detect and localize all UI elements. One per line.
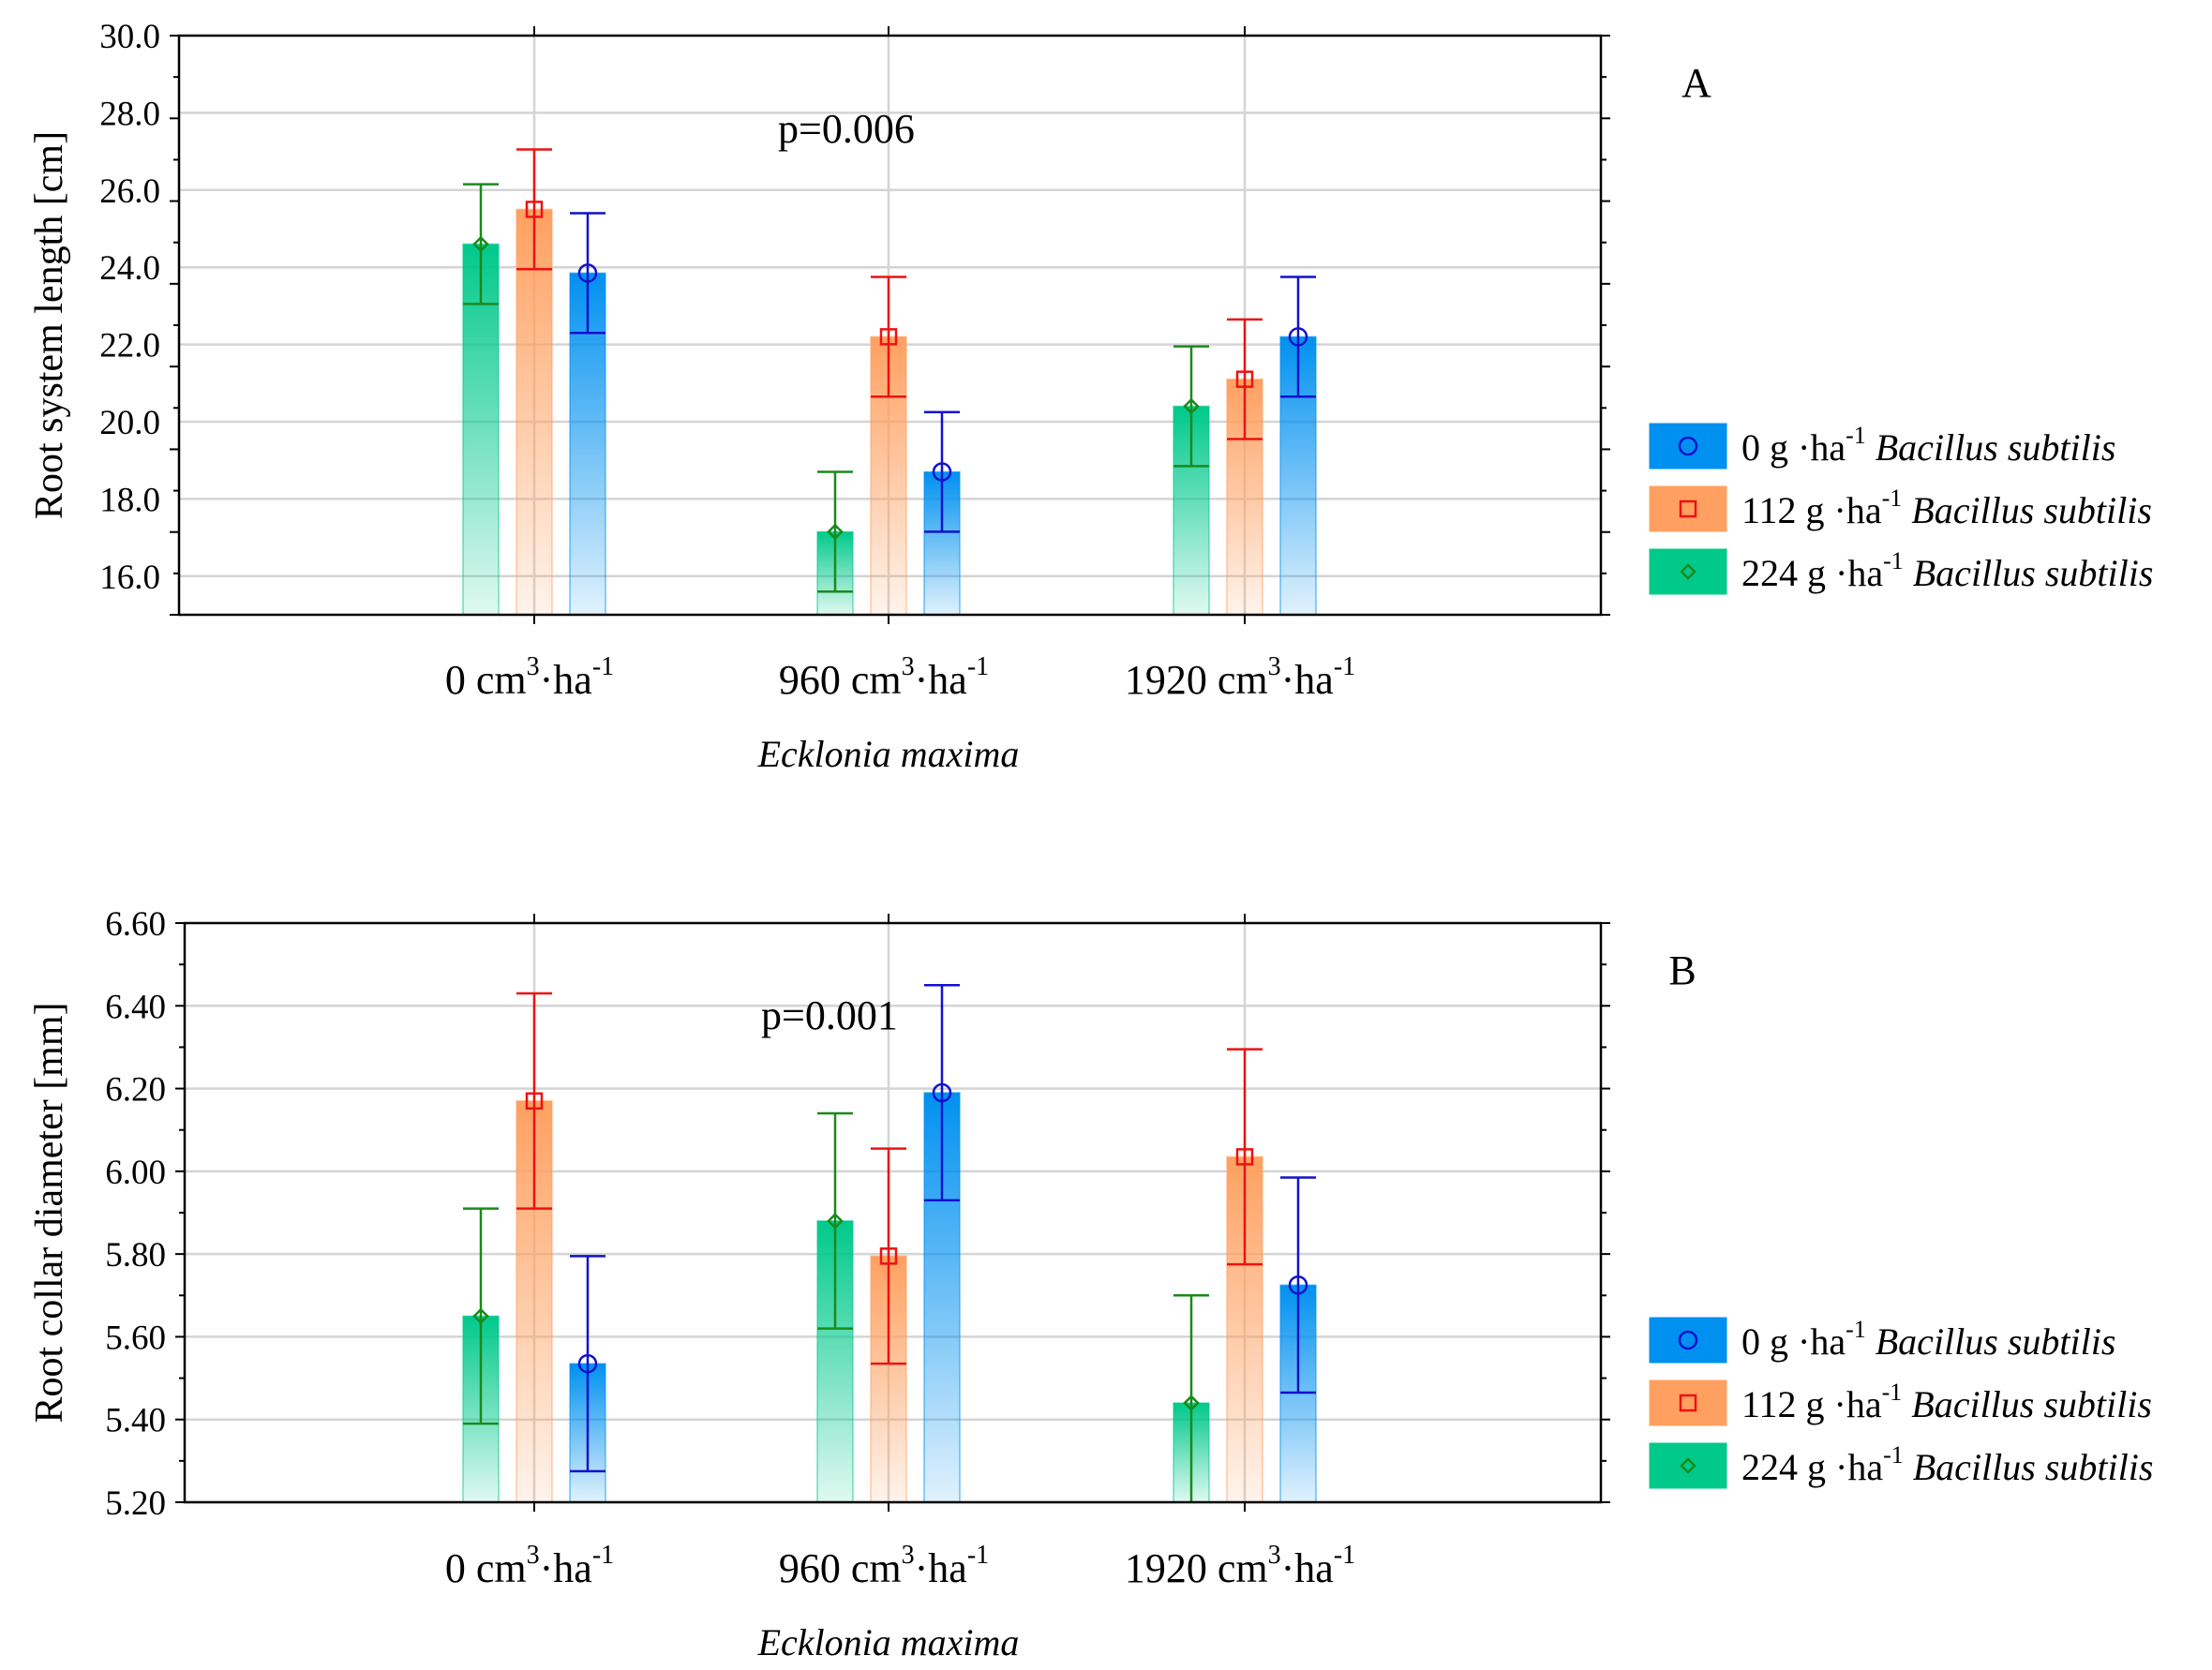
x-category-label: 0 cm3·ha-1 bbox=[445, 1541, 614, 1591]
legend-label: 0 g ·ha-1 Bacillus subtilis bbox=[1741, 1316, 2115, 1363]
marker-diamond-0 bbox=[472, 1307, 489, 1325]
legend-swatch bbox=[1649, 485, 1727, 532]
marker-square-0 bbox=[525, 1092, 544, 1111]
legend-entry-circle: 0 g ·ha-1 Bacillus subtilis bbox=[1649, 1316, 2115, 1364]
legend-label: 112 g ·ha-1 Bacillus subtilis bbox=[1741, 1379, 2152, 1425]
p-value-annotation: p=0.006 bbox=[778, 106, 915, 152]
y-tick-label: 5.80 bbox=[105, 1236, 166, 1275]
legend-marker-diamond bbox=[1680, 1457, 1696, 1474]
legend-marker-diamond bbox=[1680, 563, 1696, 580]
marker-circle-2 bbox=[1288, 1275, 1308, 1295]
legend-entry-circle: 0 g ·ha-1 Bacillus subtilis bbox=[1649, 422, 2115, 470]
marker-circle-1 bbox=[932, 462, 952, 482]
marker-diamond-1 bbox=[827, 1213, 844, 1230]
panel-label: A bbox=[1681, 60, 1711, 106]
y-tick-label: 6.40 bbox=[105, 988, 166, 1026]
y-tick-label: 6.00 bbox=[105, 1154, 166, 1192]
marker-diamond-2 bbox=[1183, 1394, 1200, 1411]
x-axis-label: Ecklonia maxima bbox=[757, 1621, 1020, 1663]
marker-square-2 bbox=[1235, 370, 1254, 388]
marker-diamond-1 bbox=[827, 523, 844, 541]
y-tick-label: 5.40 bbox=[105, 1402, 166, 1440]
y-tick-label: 5.60 bbox=[105, 1319, 166, 1357]
marker-circle-0 bbox=[577, 263, 598, 283]
marker-square-2 bbox=[1235, 1148, 1254, 1166]
legend-entry-square: 112 g ·ha-1 Bacillus subtilis bbox=[1649, 1379, 2152, 1426]
x-category-label: 1920 cm3·ha-1 bbox=[1125, 1541, 1355, 1591]
chart-panel-a: 30.0 28.0 26.0 24.0 22.0 20.0 18.0 16.0 Root sys… bbox=[28, 18, 2153, 775]
y-tick-label: 16.0 bbox=[99, 559, 160, 597]
legend-label: 112 g ·ha-1 Bacillus subtilis bbox=[1741, 485, 2152, 531]
legend-entry-diamond: 224 g ·ha-1 Bacillus subtilis bbox=[1649, 547, 2153, 595]
marker-diamond-0 bbox=[472, 235, 489, 253]
legend-marker-circle bbox=[1678, 436, 1698, 456]
legend-marker-circle bbox=[1678, 1330, 1698, 1350]
legend-label: 224 g ·ha-1 Bacillus subtilis bbox=[1741, 1441, 2153, 1488]
legend-label: 0 g ·ha-1 Bacillus subtilis bbox=[1741, 422, 2115, 469]
y-tick-label: 28.0 bbox=[99, 95, 160, 133]
y-tick-label: 5.20 bbox=[105, 1484, 166, 1523]
marker-square-1 bbox=[879, 328, 898, 346]
x-category-label: 960 cm3·ha-1 bbox=[779, 652, 989, 703]
marker-circle-0 bbox=[577, 1353, 598, 1374]
panel-label: B bbox=[1668, 947, 1696, 993]
legend-swatch bbox=[1649, 423, 1727, 470]
marker-diamond-2 bbox=[1183, 397, 1200, 415]
chart-panel-b: 6.60 6.40 6.20 6.00 5.80 5.60 5.40 5.20 Root col… bbox=[28, 905, 2153, 1663]
y-axis-label: Root system length [cm] bbox=[28, 131, 71, 519]
legend-swatch bbox=[1649, 1379, 1727, 1426]
y-tick-label: 6.60 bbox=[105, 905, 166, 944]
y-tick-label: 20.0 bbox=[99, 404, 160, 442]
y-tick-label: 22.0 bbox=[99, 327, 160, 365]
y-axis-label: Root collar diameter [mm] bbox=[28, 1002, 71, 1423]
y-tick-label: 30.0 bbox=[99, 18, 160, 56]
bar-diamond-1 bbox=[816, 1220, 854, 1503]
legend-swatch bbox=[1649, 548, 1727, 595]
x-category-label: 0 cm3·ha-1 bbox=[445, 652, 614, 703]
marker-circle-2 bbox=[1288, 327, 1308, 347]
legend-entry-diamond: 224 g ·ha-1 Bacillus subtilis bbox=[1649, 1441, 2153, 1489]
p-value-annotation: p=0.001 bbox=[761, 992, 898, 1038]
bar-square-1 bbox=[870, 1255, 907, 1503]
legend-swatch bbox=[1649, 1317, 1727, 1364]
marker-circle-1 bbox=[932, 1082, 952, 1103]
legend-label: 224 g ·ha-1 Bacillus subtilis bbox=[1741, 547, 2153, 594]
y-tick-label: 26.0 bbox=[99, 172, 160, 211]
y-tick-label: 24.0 bbox=[99, 249, 160, 288]
y-tick-label: 6.20 bbox=[105, 1071, 166, 1110]
x-category-label: 960 cm3·ha-1 bbox=[779, 1541, 989, 1591]
marker-square-0 bbox=[525, 201, 544, 218]
legend-swatch bbox=[1649, 1442, 1727, 1489]
legend-marker-square bbox=[1679, 1394, 1697, 1412]
legend-marker-square bbox=[1679, 500, 1697, 518]
marker-square-1 bbox=[879, 1247, 898, 1265]
x-axis-label: Ecklonia maxima bbox=[757, 733, 1020, 775]
legend-entry-square: 112 g ·ha-1 Bacillus subtilis bbox=[1649, 485, 2152, 532]
x-category-label: 1920 cm3·ha-1 bbox=[1125, 652, 1355, 703]
y-tick-label: 18.0 bbox=[99, 481, 160, 519]
